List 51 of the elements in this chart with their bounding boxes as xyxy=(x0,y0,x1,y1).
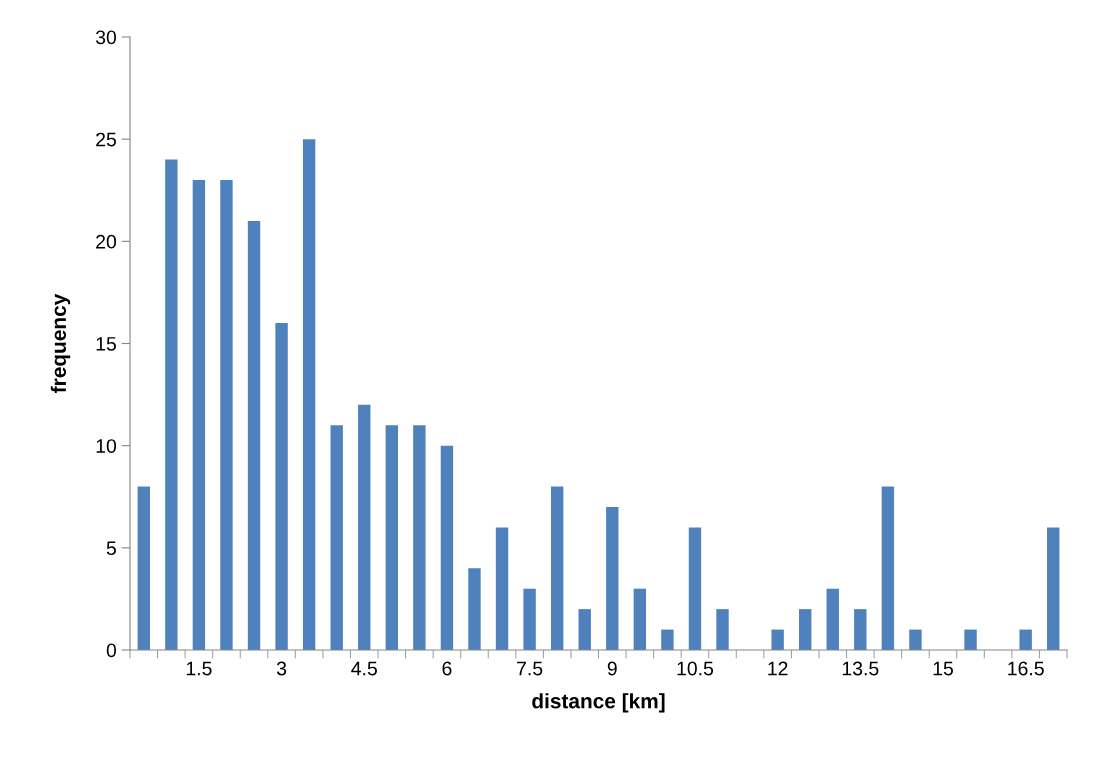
bar xyxy=(137,486,150,650)
bar xyxy=(468,568,481,650)
bar xyxy=(165,159,178,650)
bar xyxy=(385,425,399,650)
x-tick-label: 12 xyxy=(768,661,788,676)
bar xyxy=(854,609,867,650)
x-tick-label: 9 xyxy=(607,661,617,676)
bar xyxy=(633,588,647,650)
bar xyxy=(688,527,702,650)
bar xyxy=(358,404,371,650)
bar xyxy=(771,629,784,650)
bar xyxy=(661,629,674,650)
x-tick-label: 7.5 xyxy=(517,661,543,676)
x-tick-label: 13.5 xyxy=(842,661,879,676)
bar xyxy=(716,609,729,650)
y-tick-label: 5 xyxy=(106,541,116,556)
bar xyxy=(247,220,261,650)
bar xyxy=(826,588,839,650)
bar xyxy=(964,629,977,650)
y-tick-label: 25 xyxy=(96,132,116,147)
bar xyxy=(192,180,206,650)
x-axis-title: distance [km] xyxy=(532,693,665,713)
bar xyxy=(523,588,536,650)
bar xyxy=(413,425,426,650)
y-tick-label: 20 xyxy=(96,234,117,249)
bar xyxy=(881,486,895,650)
x-tick-label: 6 xyxy=(442,661,452,676)
x-tick-label: 10.5 xyxy=(677,661,714,676)
y-tick-label: 30 xyxy=(95,30,117,45)
x-tick-label: 1.5 xyxy=(186,661,212,676)
bar xyxy=(220,180,233,650)
y-tick-label: 10 xyxy=(96,439,117,453)
bar xyxy=(550,486,564,650)
bar xyxy=(275,323,288,650)
bar xyxy=(495,527,509,650)
bar xyxy=(909,629,922,650)
bar xyxy=(578,609,591,650)
y-tick-label: 15 xyxy=(96,337,116,351)
bar xyxy=(1047,527,1060,650)
x-tick-label: 15 xyxy=(933,661,953,676)
bar xyxy=(1019,629,1032,650)
x-tick-label: 3 xyxy=(276,661,287,676)
y-axis-title: frequency xyxy=(50,293,71,393)
bar xyxy=(440,445,454,650)
bar xyxy=(798,609,812,650)
y-tick-label: 0 xyxy=(106,643,117,658)
x-tick-label: 4.5 xyxy=(351,661,377,676)
bar xyxy=(330,425,343,650)
bar xyxy=(606,506,619,650)
bar xyxy=(302,139,316,650)
x-tick-label: 16.5 xyxy=(1008,661,1044,676)
